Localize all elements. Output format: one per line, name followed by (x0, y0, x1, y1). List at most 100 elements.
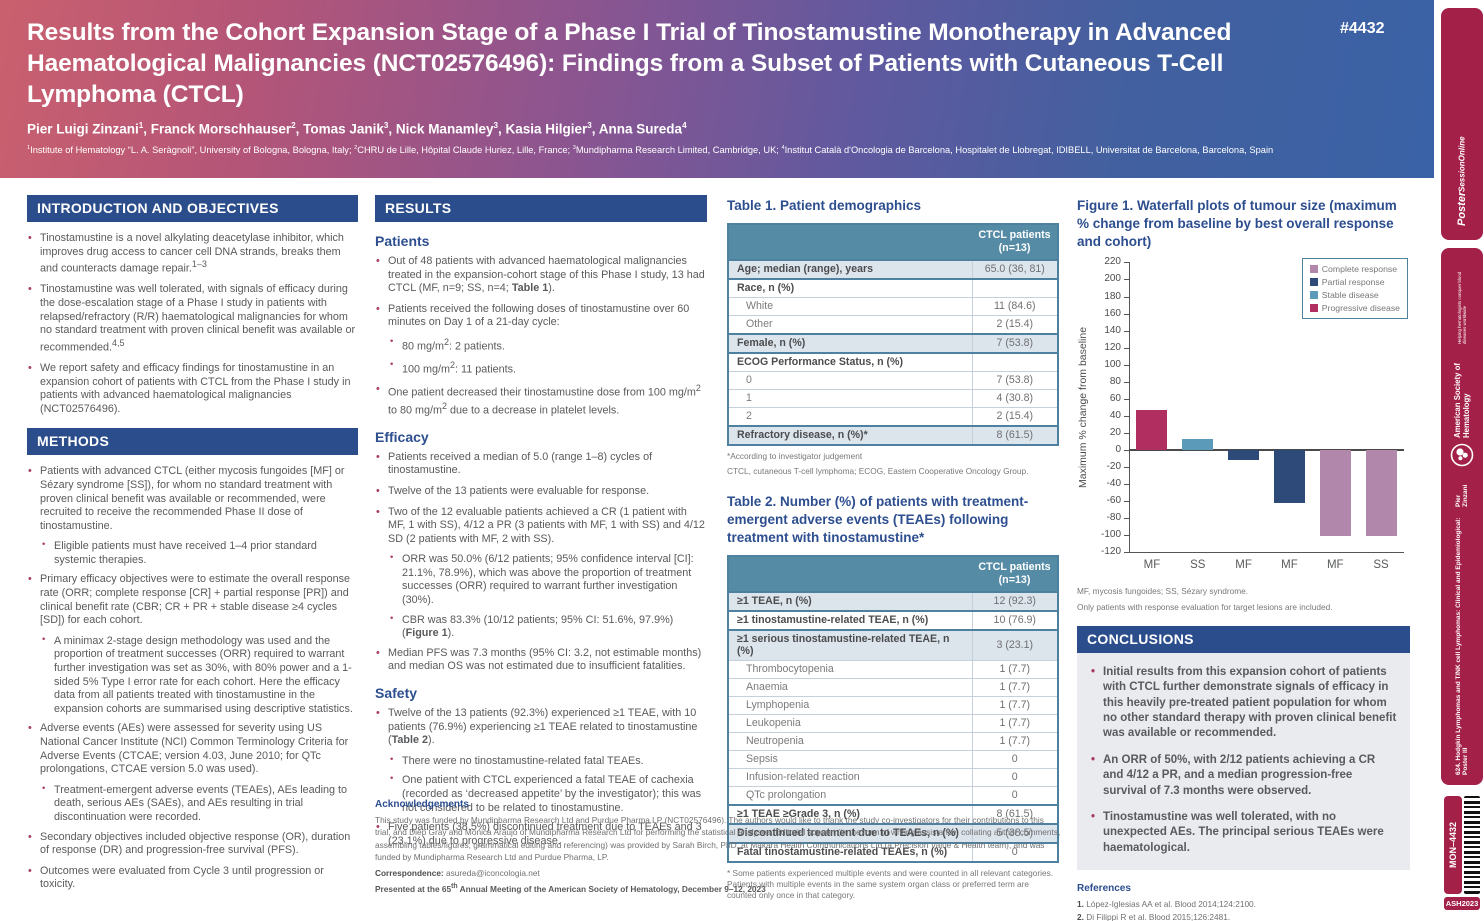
y-tick-label: 40 (1109, 409, 1121, 421)
bullet-item: Out of 48 patients with advanced haemato… (375, 255, 707, 296)
references-section: References 1. López-Iglesias AA et al. B… (1077, 883, 1410, 921)
conclusions-section: CONCLUSIONS Initial results from this ex… (1077, 625, 1410, 871)
table-row-label: ≥1 TEAE, n (%) (728, 590, 972, 611)
sidebar: Poster SessionOnline American Society of… (1440, 0, 1484, 921)
references-heading: References (1077, 883, 1131, 895)
y-tick-mark (1124, 501, 1129, 503)
table-row-value: 2 (15.4) (971, 406, 1058, 426)
table2-title: Table 2. Number (%) of patients with tre… (727, 494, 1029, 545)
x-axis-category-label: MF (1143, 559, 1161, 572)
table1-title: Table 1. Patient demographics (727, 198, 922, 213)
section-header-methods: METHODS (27, 428, 358, 456)
table-header-stub (728, 555, 972, 592)
bullet-item: Five patients (38.5%) discontinued treat… (375, 821, 707, 848)
table1-footnotes: *According to investigator judgement CTCL… (727, 451, 1059, 477)
y-tick-label: 0 (1115, 444, 1121, 456)
sub-bullet-item: There were no tinostamustine-related fat… (375, 754, 707, 769)
y-tick-label: 120 (1104, 341, 1121, 353)
table-row: Sepsis 0 (728, 749, 1058, 769)
subsection-heading-safety: Safety (375, 685, 418, 702)
table-row-label: Other (728, 314, 972, 334)
sub-bullet-item: ORR was 50.0% (6/12 patients; 95% confid… (375, 552, 707, 607)
y-tick-label: -120 (1100, 546, 1121, 558)
table-row: ≥1 TEAE ≥Grade 3, n (%) 8 (61.5) (728, 803, 1058, 824)
session-track: 624. Hodgkin Lymphomas and T/NK cell Lym… (1455, 517, 1469, 775)
y-tick-mark (1124, 433, 1129, 435)
table-row-value: 8 (61.5) (971, 803, 1058, 824)
session-track-text: 624. Hodgkin Lymphomas and T/NK cell Lym… (1455, 473, 1469, 775)
table-row-value: 1 (7.7) (971, 677, 1058, 697)
table-row-value: 0 (971, 749, 1058, 769)
table-header-row: CTCL patients (n=13) (728, 223, 1058, 260)
table-row-value: 1 (7.7) (971, 713, 1058, 733)
y-tick-mark (1124, 330, 1129, 332)
waterfall-bar (1136, 409, 1168, 451)
y-tick-mark (1124, 381, 1129, 383)
conclusions-bullets: Initial results from this expansion coho… (1077, 652, 1410, 871)
table-row: Thrombocytopenia 1 (7.7) (728, 659, 1058, 679)
x-axis-category-label: MF (1281, 559, 1298, 572)
legend-swatch (1309, 304, 1318, 313)
poster-number: #4432 (1340, 20, 1385, 37)
bullet-item: Tinostamustine is a novel alkylating dea… (27, 232, 358, 276)
table-row: ≥1 serious tinostamustine-related TEAE, … (728, 628, 1058, 661)
table-row-value: 1 (7.7) (971, 695, 1058, 715)
table-row-label: White (728, 296, 972, 316)
poster-session-online-block: Poster SessionOnline (1441, 8, 1483, 240)
safety-bullets: Twelve of the 13 patients (92.3%) experi… (375, 707, 707, 848)
waterfall-bar (1319, 450, 1351, 537)
bullet-item: Patients received the following doses of… (375, 303, 707, 330)
footnote-line: *According to investigator judgement (727, 450, 863, 461)
barcode (1464, 796, 1480, 894)
legend-label: Complete response (1321, 264, 1398, 275)
table-row-label: Age; median (range), years (728, 258, 972, 279)
table-row-value: 2 (15.4) (971, 314, 1058, 334)
y-tick-label: 100 (1104, 358, 1121, 370)
bullet-item: Twelve of the 13 patients (92.3%) experi… (375, 707, 707, 748)
table-row-label: Anaemia (728, 677, 972, 697)
table-row: Fatal tinostamustine-related TEAEs, n (%… (728, 841, 1058, 862)
poster-title: Results from the Cohort Expansion Stage … (27, 19, 1232, 109)
bullet-item: Adverse events (AEs) were assessed for s… (27, 722, 358, 776)
y-tick-mark (1124, 347, 1129, 349)
section-header-introduction: INTRODUCTION AND OBJECTIVES (27, 195, 358, 222)
section-header-conclusions: CONCLUSIONS (1077, 625, 1410, 653)
y-tick-mark (1124, 518, 1129, 520)
sub-bullet-item: A minimax 2-stage design methodology was… (27, 634, 358, 717)
correspondence-line: Correspondence: asureda@iconcologia.net (375, 867, 1061, 879)
table-column-header: CTCL patients (n=13) (972, 555, 1058, 592)
methods-bullets: Patients with advanced CTCL (either myco… (27, 465, 358, 892)
acknowledgements-section: Acknowledgements This study was funded b… (375, 799, 1061, 898)
table-row-value: 1 (7.7) (971, 731, 1058, 751)
table-row: Leukopenia 1 (7.7) (728, 713, 1058, 733)
sub-bullet-item: One patient with CTCL experienced a fata… (375, 773, 707, 815)
references-list: 1. López-Iglesias AA et al. Blood 2014;1… (1077, 898, 1410, 921)
table-row: Infusion-related reaction 0 (728, 767, 1058, 787)
waterfall-bar (1365, 450, 1397, 537)
table-row-label: Female, n (%) (728, 332, 972, 353)
bullet-item: An ORR of 50%, with 2/12 patients achiev… (1090, 753, 1397, 799)
x-axis-category-label: MF (1235, 559, 1252, 572)
table-row: Age; median (range), years 65.0 (36, 81) (728, 258, 1058, 279)
y-tick-label: -80 (1106, 512, 1121, 524)
column-tables: Table 1. Patient demographics CTCL patie… (727, 195, 1059, 901)
bullet-item: Two of the 12 evaluable patients achieve… (375, 506, 707, 547)
table-row: Race, n (%) (728, 277, 1058, 298)
table-row: Refractory disease, n (%)* 8 (61.5) (728, 424, 1058, 445)
y-tick-mark (1124, 450, 1129, 452)
footnote-line: MF, mycosis fungoides; SS, Sézary syndro… (1077, 586, 1249, 597)
table-column-header: CTCL patients (n=13) (972, 223, 1058, 260)
waterfall-bar (1273, 450, 1305, 503)
y-axis-label: Maximum % change from baseline (1077, 326, 1089, 488)
sub-bullet-item: Treatment-emergent adverse events (TEAEs… (27, 783, 358, 825)
table-row-label: 2 (728, 406, 972, 426)
presented-at-line: Presented at the 65th Annual Meeting of … (375, 883, 766, 894)
correspondence-label: Correspondence: (375, 867, 444, 878)
y-tick-label: -20 (1106, 461, 1121, 473)
table-row: QTc prolongation 0 (728, 785, 1058, 805)
bullet-item: One patient decreased their tinostamusti… (375, 383, 707, 417)
